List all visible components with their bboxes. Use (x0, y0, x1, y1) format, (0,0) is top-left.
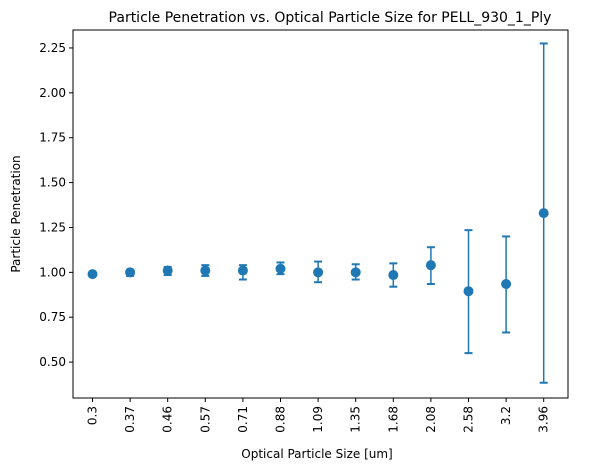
y-tick-label-4: 1.50 (39, 176, 66, 190)
x-axis: 0.3 0.37 0.46 0.57 0.71 0.88 1.09 1.35 1.68 2.08 2… (86, 398, 551, 433)
y-tick-label-3: 1.25 (39, 220, 66, 234)
y-axis: 0.50 0.75 1.00 1.25 1.50 1.75 2.00 2.25 (39, 41, 73, 369)
chart-title: Particle Penetration vs. Optical Particl… (109, 10, 552, 26)
x-tick-label-9: 2.08 (424, 406, 438, 433)
x-tick-label-8: 1.68 (386, 406, 400, 433)
data-point-5 (275, 263, 286, 274)
plot-area-frame (72, 29, 569, 399)
x-tick-label-6: 1.09 (311, 406, 325, 433)
data-point-7 (350, 267, 361, 278)
data-point-11 (501, 279, 512, 290)
y-tick-label-1: 0.75 (39, 310, 66, 324)
data-point-3 (200, 265, 211, 276)
x-tick-label-0: 0.3 (86, 406, 100, 425)
data-point-9 (425, 260, 436, 271)
x-tick-label-12: 3.96 (537, 406, 551, 433)
data-point-4 (237, 265, 248, 276)
data-point-0 (87, 269, 98, 280)
data-point-12 (538, 208, 549, 219)
y-axis-label: Particle Penetration (9, 155, 23, 272)
y-tick-label-2: 1.00 (39, 265, 66, 279)
data-marks (87, 42, 549, 384)
x-tick-label-1: 0.37 (123, 406, 137, 433)
x-tick-label-5: 0.88 (274, 406, 288, 433)
y-tick-label-5: 1.75 (39, 131, 66, 145)
data-point-6 (313, 267, 324, 278)
x-tick-label-10: 2.58 (462, 406, 476, 433)
data-point-2 (162, 265, 173, 276)
x-tick-label-11: 3.2 (499, 406, 513, 425)
x-tick-label-7: 1.35 (349, 406, 363, 433)
y-tick-label-6: 2.00 (39, 86, 66, 100)
x-tick-label-3: 0.57 (198, 406, 212, 433)
x-tick-label-4: 0.71 (236, 406, 250, 433)
data-point-1 (125, 267, 136, 278)
x-tick-label-2: 0.46 (161, 406, 175, 433)
y-tick-label-7: 2.25 (39, 41, 66, 55)
y-tick-label-0: 0.50 (39, 355, 66, 369)
data-point-8 (388, 270, 399, 281)
data-point-10 (463, 286, 474, 297)
x-axis-label: Optical Particle Size [um] (241, 447, 392, 461)
